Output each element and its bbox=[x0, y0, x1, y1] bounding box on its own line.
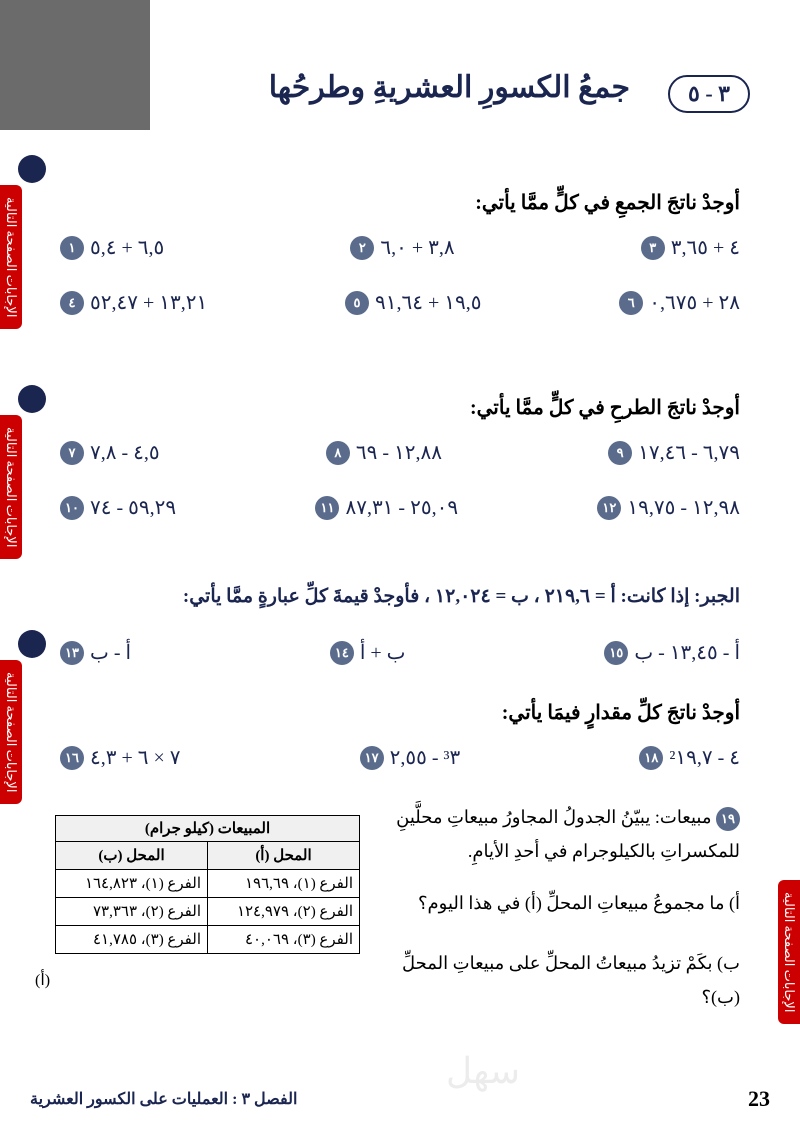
cell-b1: الفرع (١)، ١٦٤,٨٢٣ bbox=[56, 870, 208, 898]
subtraction-row-2: ١٠٥٩,٢٩ - ٧٤ ١١٢٥,٠٩ - ٨٧,٣١ ١٢١٢,٩٨ - ١… bbox=[60, 495, 740, 520]
expr-16: ٧ × ٦ + ٤,٣ bbox=[90, 745, 181, 770]
badge-4: ٤ bbox=[60, 291, 84, 315]
badge-16: ١٦ bbox=[60, 746, 84, 770]
word-problem-19: ١٩ مبيعات: يبيّنُ الجدولُ المجاورُ مبيعا… bbox=[380, 800, 740, 1014]
expr-15: أ - ١٣,٤٥ - ب bbox=[634, 640, 740, 665]
table-row: الفرع (٣)، ٤٠,٠٦٩ الفرع (٣)، ٤١,٧٨٥ bbox=[56, 926, 360, 954]
sales-table-container: المبيعات (كيلو جرام) المحل (أ) المحل (ب)… bbox=[55, 815, 360, 954]
answers-tab-right[interactable]: الإجابات الصفحة التالية bbox=[778, 880, 800, 1024]
expr-9: ٦,٧٩ - ١٧,٤٦ bbox=[638, 440, 740, 465]
expr-17: ٢,٥٥ - ³٣ bbox=[390, 745, 461, 770]
wp-question-a: أ) ما مجموعُ مبيعاتِ المحلِّ (أ) في هذا … bbox=[380, 886, 740, 920]
expr-10: ٥٩,٢٩ - ٧٤ bbox=[90, 495, 176, 520]
instruction-amount: أوجدْ ناتجَ كلِّ مقدارٍ فيمَا يأتي: bbox=[502, 700, 740, 725]
wp-question-b: ب) بكَمْ تزيدُ مبيعاتُ المحلِّ على مبيعا… bbox=[380, 946, 740, 1014]
badge-2: ٢ bbox=[350, 236, 374, 260]
footer-chapter-text: الفصل ٣ : العمليات على الكسور العشرية bbox=[30, 1089, 297, 1109]
header-gray-block bbox=[0, 0, 150, 130]
algebra-row: ١٣أ - ب ١٤ب + أ ١٥أ - ١٣,٤٥ - ب bbox=[60, 640, 740, 665]
amount-row: ١٦٧ × ٦ + ٤,٣ ١٧٢,٥٥ - ³٣ ١٨²٤ - ١٩,٧ bbox=[60, 745, 740, 770]
table-row: الفرع (٢)، ١٢٤,٩٧٩ الفرع (٢)، ٧٣,٣٦٣ bbox=[56, 898, 360, 926]
expr-13: أ - ب bbox=[90, 640, 131, 665]
badge-5: ٥ bbox=[345, 291, 369, 315]
expr-12: ١٢,٩٨ - ١٩,٧٥ bbox=[627, 495, 740, 520]
badge-9: ٩ bbox=[608, 441, 632, 465]
table-caption: المبيعات (كيلو جرام) bbox=[55, 815, 360, 841]
expr-1: ٦,٥ + ٥,٤ bbox=[90, 235, 164, 260]
tab-circle-1 bbox=[18, 155, 46, 183]
instruction-addition: أوجدْ ناتجَ الجمعِ في كلٍّ ممَّا يأتي: bbox=[475, 190, 740, 215]
badge-6: ٦ bbox=[619, 291, 643, 315]
badge-13: ١٣ bbox=[60, 641, 84, 665]
badge-3: ٣ bbox=[641, 236, 665, 260]
expr-6: ٢٨ + ٠,٦٧٥ bbox=[649, 290, 740, 315]
badge-10: ١٠ bbox=[60, 496, 84, 520]
badge-11: ١١ bbox=[315, 496, 339, 520]
page-number: 23 bbox=[748, 1086, 770, 1112]
badge-18: ١٨ bbox=[639, 746, 663, 770]
instruction-algebra: الجبر: إذا كانت: أ = ٢١٩,٦ ، ب = ١٢,٠٢٤ … bbox=[60, 585, 740, 608]
expr-2: ٣,٨ + ٦,٠ bbox=[380, 235, 454, 260]
cell-a2: الفرع (٢)، ١٢٤,٩٧٩ bbox=[208, 898, 360, 926]
cell-a1: الفرع (١)، ١٩٦,٦٩ bbox=[208, 870, 360, 898]
expr-4: ١٣,٢١ + ٥٢,٤٧ bbox=[90, 290, 207, 315]
expr-18: ²٤ - ١٩,٧ bbox=[669, 745, 740, 770]
badge-19: ١٩ bbox=[716, 807, 740, 831]
expr-7: ٤,٥ - ٧,٨ bbox=[90, 440, 160, 465]
page-footer: 23 الفصل ٣ : العمليات على الكسور العشرية bbox=[30, 1086, 770, 1112]
badge-1: ١ bbox=[60, 236, 84, 260]
cell-a3: الفرع (٣)، ٤٠,٠٦٩ bbox=[208, 926, 360, 954]
answers-tab-3[interactable]: الإجابات الصفحة التالية bbox=[0, 660, 22, 804]
badge-8: ٨ bbox=[326, 441, 350, 465]
expr-11: ٢٥,٠٩ - ٨٧,٣١ bbox=[345, 495, 458, 520]
page-title: جمعُ الكسورِ العشريةِ وطرحُها bbox=[269, 70, 630, 105]
expr-8: ١٢,٨٨ - ٦٩ bbox=[356, 440, 442, 465]
badge-17: ١٧ bbox=[360, 746, 384, 770]
addition-row-1: ١٦,٥ + ٥,٤ ٢٣,٨ + ٦,٠ ٣٤ + ٣,٦٥ bbox=[60, 235, 740, 260]
badge-14: ١٤ bbox=[330, 641, 354, 665]
alpha-marker: (أ) bbox=[35, 970, 50, 990]
th-shop-a: المحل (أ) bbox=[208, 842, 360, 870]
table-header-row: المحل (أ) المحل (ب) bbox=[56, 842, 360, 870]
badge-7: ٧ bbox=[60, 441, 84, 465]
th-shop-b: المحل (ب) bbox=[56, 842, 208, 870]
expr-5: ١٩,٥ + ٩١,٦٤ bbox=[375, 290, 481, 315]
expr-14: ب + أ bbox=[360, 640, 406, 665]
cell-b2: الفرع (٢)، ٧٣,٣٦٣ bbox=[56, 898, 208, 926]
wp-intro: مبيعات: يبيّنُ الجدولُ المجاورُ مبيعاتِ … bbox=[396, 807, 740, 861]
tab-circle-3 bbox=[18, 630, 46, 658]
badge-15: ١٥ bbox=[604, 641, 628, 665]
answers-tab-2[interactable]: الإجابات الصفحة التالية bbox=[0, 415, 22, 559]
expr-3: ٤ + ٣,٦٥ bbox=[671, 235, 740, 260]
sales-table: المحل (أ) المحل (ب) الفرع (١)، ١٩٦,٦٩ ال… bbox=[55, 841, 360, 954]
answers-tab-1[interactable]: الإجابات الصفحة التالية bbox=[0, 185, 22, 329]
badge-12: ١٢ bbox=[597, 496, 621, 520]
tab-circle-2 bbox=[18, 385, 46, 413]
addition-row-2: ٤١٣,٢١ + ٥٢,٤٧ ٥١٩,٥ + ٩١,٦٤ ٦٢٨ + ٠,٦٧٥ bbox=[60, 290, 740, 315]
instruction-subtraction: أوجدْ ناتجَ الطرحِ في كلٍّ ممَّا يأتي: bbox=[470, 395, 740, 420]
subtraction-row-1: ٧٤,٥ - ٧,٨ ٨١٢,٨٨ - ٦٩ ٩٦,٧٩ - ١٧,٤٦ bbox=[60, 440, 740, 465]
cell-b3: الفرع (٣)، ٤١,٧٨٥ bbox=[56, 926, 208, 954]
table-row: الفرع (١)، ١٩٦,٦٩ الفرع (١)، ١٦٤,٨٢٣ bbox=[56, 870, 360, 898]
chapter-number-pill: ٣ - ٥ bbox=[668, 75, 750, 113]
